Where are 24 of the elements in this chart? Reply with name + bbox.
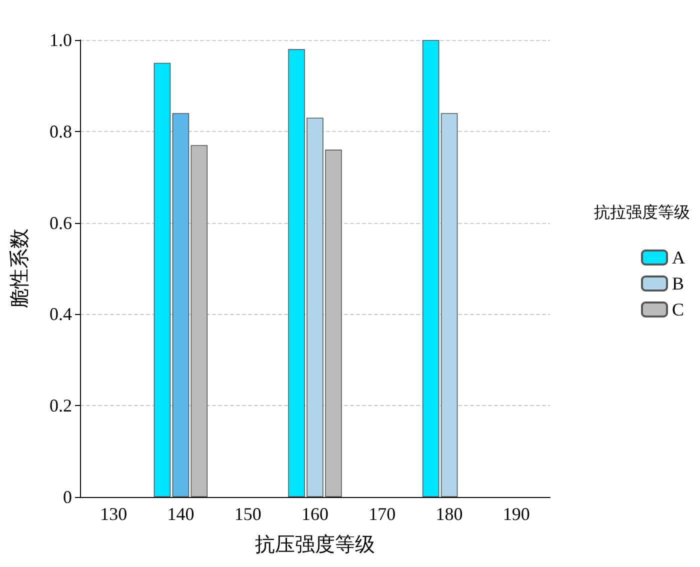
x-axis-title: 抗压强度等级 (255, 534, 375, 556)
x-tick-label: 130 (100, 504, 128, 524)
x-tick-label: 160 (302, 504, 328, 524)
x-tick-label: 170 (368, 504, 396, 524)
x-tick-label: 140 (167, 504, 194, 524)
x-tick-label: 180 (436, 504, 463, 524)
bar (440, 113, 458, 497)
y-axis-title: 脆性系数 (9, 228, 31, 308)
x-tick-label: 190 (502, 504, 530, 524)
bar (172, 113, 190, 497)
y-tick-label: 0 (63, 487, 72, 507)
y-tick-label: 0.2 (50, 396, 72, 416)
y-tick-label: 0.6 (50, 212, 72, 233)
legend-label: A (672, 248, 685, 268)
x-tick-label: 150 (234, 504, 262, 524)
legend-label: B (672, 274, 684, 294)
y-tick-label: 0.4 (50, 304, 72, 324)
legend-label: C (672, 300, 684, 320)
bar (190, 145, 208, 497)
bar (422, 40, 440, 497)
legend-title: 抗拉强度等级 (594, 204, 690, 222)
bar (154, 62, 171, 497)
y-tick-label: 0.8 (50, 121, 72, 142)
y-tick-label: 1.0 (50, 30, 72, 50)
